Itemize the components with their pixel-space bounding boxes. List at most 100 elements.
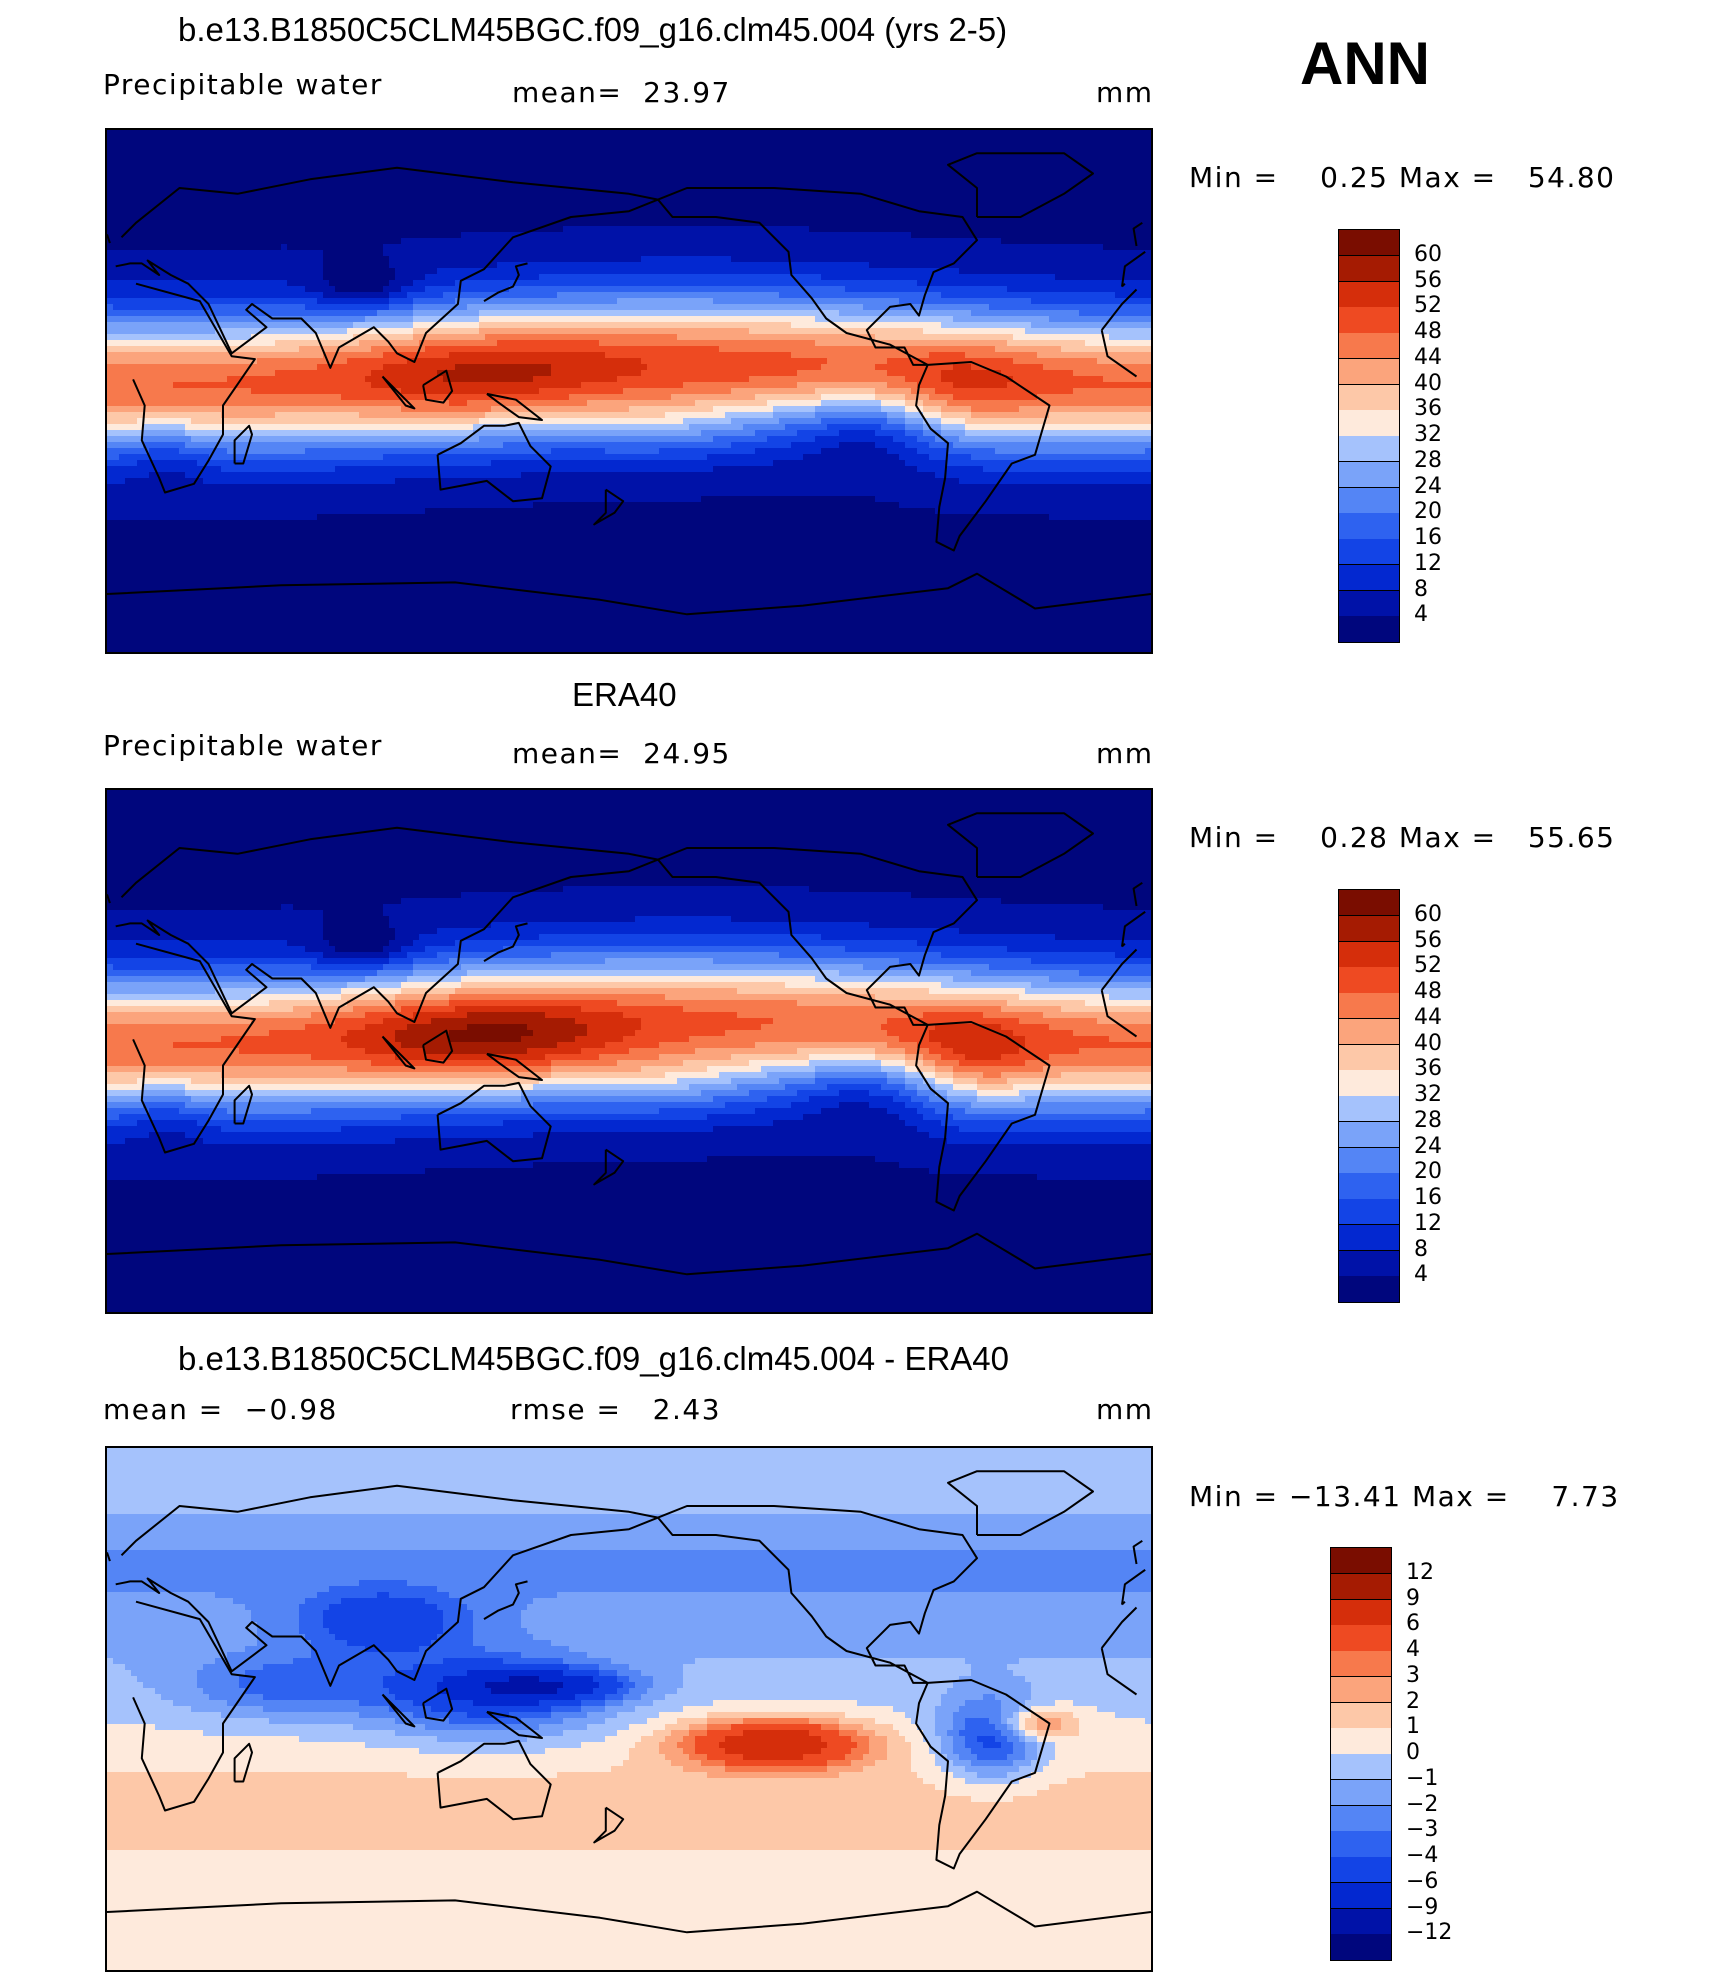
panel-2-variable-label: Precipitable water (103, 729, 383, 763)
colorbar-tick-label: 44 (1414, 1005, 1442, 1030)
colorbar-box (1331, 1548, 1391, 1575)
colorbar-tick-label: −1 (1406, 1766, 1438, 1791)
colorbar-tick-label: 3 (1406, 1663, 1420, 1688)
colorbar-tick-label: −4 (1406, 1844, 1438, 1868)
colorbar-tick-label: −2 (1406, 1792, 1438, 1817)
panel-3-mean-label: mean = −0.98 (103, 1393, 338, 1427)
colorbar-box (1339, 1070, 1399, 1097)
colorbar-box (1339, 1276, 1399, 1303)
colorbar-box (1339, 384, 1399, 411)
colorbar-tick-label: −12 (1406, 1921, 1452, 1945)
panel-2-units-label: mm (1096, 737, 1154, 771)
colorbar-box (1331, 1779, 1391, 1806)
colorbar-box (1339, 487, 1399, 514)
colorbar-tick-label: 36 (1414, 397, 1442, 421)
panel-2-title: ERA40 (572, 675, 677, 715)
colorbar-tick-label: 8 (1414, 1237, 1428, 1262)
colorbar-box (1339, 1199, 1399, 1226)
colorbar-box (1339, 539, 1399, 566)
colorbar-box (1339, 1044, 1399, 1071)
colorbar-tick-label: −6 (1406, 1869, 1438, 1894)
colorbar-box (1339, 1096, 1399, 1123)
colorbar-tick-label: 4 (1414, 603, 1428, 627)
colorbar-tick-label: 28 (1414, 448, 1442, 473)
colorbar-tick-label: 16 (1414, 1186, 1442, 1210)
colorbar-tick-label: 1 (1406, 1715, 1420, 1739)
colorbar-box (1331, 1908, 1391, 1935)
panel-1-minmax-label: Min = 0.25 Max = 54.80 (1189, 161, 1616, 195)
colorbar-box (1339, 1147, 1399, 1174)
colorbar-tick-label: 60 (1414, 242, 1442, 267)
colorbar-tick-label: 8 (1414, 577, 1428, 602)
colorbar-tick-label: 32 (1414, 1083, 1442, 1107)
panel-1-units-label: mm (1096, 76, 1154, 110)
panel-2-minmax-label: Min = 0.28 Max = 55.65 (1189, 821, 1616, 855)
colorbar-tick-label: 4 (1406, 1638, 1420, 1662)
colorbar-box (1339, 1250, 1399, 1277)
colorbar-box (1339, 941, 1399, 968)
panel-1-map (105, 128, 1153, 654)
panel-3-minmax-label: Min = −13.41 Max = 7.73 (1189, 1480, 1620, 1514)
colorbar-box (1339, 255, 1399, 282)
colorbar-box (1339, 1224, 1399, 1251)
panel-1-colorbar (1338, 229, 1400, 643)
colorbar-box (1339, 1018, 1399, 1045)
colorbar-tick-label: 24 (1414, 1134, 1442, 1159)
panel-1-mean-label: mean= 23.97 (512, 76, 731, 110)
colorbar-box (1339, 333, 1399, 360)
colorbar-tick-label: 40 (1414, 371, 1442, 396)
panel-3-title: b.e13.B1850C5CLM45BGC.f09_g16.clm45.004 … (178, 1339, 1009, 1379)
colorbar-tick-label: 28 (1414, 1108, 1442, 1133)
colorbar-box (1331, 1831, 1391, 1858)
colorbar-box (1339, 993, 1399, 1020)
colorbar-box (1331, 1676, 1391, 1703)
colorbar-tick-label: 9 (1406, 1586, 1420, 1611)
colorbar-box (1339, 967, 1399, 994)
panel-3-units-label: mm (1096, 1393, 1154, 1427)
colorbar-box (1339, 307, 1399, 334)
colorbar-tick-label: 56 (1414, 268, 1442, 293)
colorbar-tick-label: 40 (1414, 1031, 1442, 1056)
colorbar-tick-label: 16 (1414, 526, 1442, 550)
colorbar-box (1331, 1882, 1391, 1909)
colorbar-tick-label: 20 (1414, 500, 1442, 524)
colorbar-tick-label: −9 (1406, 1895, 1438, 1920)
panel-2-mean-label: mean= 24.95 (512, 737, 731, 771)
colorbar-box (1339, 590, 1399, 617)
colorbar-tick-label: 52 (1414, 954, 1442, 978)
colorbar-box (1339, 461, 1399, 488)
colorbar-box (1339, 890, 1399, 917)
panel-3-colorbar (1330, 1547, 1392, 1961)
panel-3-rmse-label: rmse = 2.43 (510, 1393, 721, 1427)
panel-2-map (105, 788, 1153, 1314)
colorbar-tick-label: 60 (1414, 902, 1442, 927)
colorbar-tick-label: 12 (1414, 1211, 1442, 1236)
colorbar-box (1331, 1805, 1391, 1832)
colorbar-box (1339, 410, 1399, 437)
colorbar-box (1331, 1625, 1391, 1652)
colorbar-tick-label: 44 (1414, 345, 1442, 370)
colorbar-tick-label: 52 (1414, 294, 1442, 318)
colorbar-tick-label: 48 (1414, 980, 1442, 1004)
panel-2-colorbar (1338, 889, 1400, 1303)
colorbar-box (1339, 281, 1399, 308)
colorbar-tick-label: −3 (1406, 1818, 1438, 1842)
colorbar-box (1339, 358, 1399, 385)
colorbar-box (1339, 1173, 1399, 1200)
colorbar-box (1331, 1728, 1391, 1755)
colorbar-box (1339, 616, 1399, 643)
colorbar-box (1339, 1121, 1399, 1148)
panel-3-map (105, 1446, 1153, 1972)
season-label: ANN (1300, 32, 1430, 96)
colorbar-box (1331, 1599, 1391, 1626)
colorbar-tick-label: 12 (1414, 551, 1442, 576)
colorbar-tick-label: 36 (1414, 1057, 1442, 1081)
colorbar-tick-label: 24 (1414, 474, 1442, 499)
colorbar-box (1331, 1754, 1391, 1781)
colorbar-box (1331, 1857, 1391, 1884)
colorbar-box (1339, 915, 1399, 942)
colorbar-tick-label: 20 (1414, 1160, 1442, 1184)
colorbar-box (1331, 1573, 1391, 1600)
colorbar-tick-label: 32 (1414, 423, 1442, 447)
colorbar-box (1339, 564, 1399, 591)
